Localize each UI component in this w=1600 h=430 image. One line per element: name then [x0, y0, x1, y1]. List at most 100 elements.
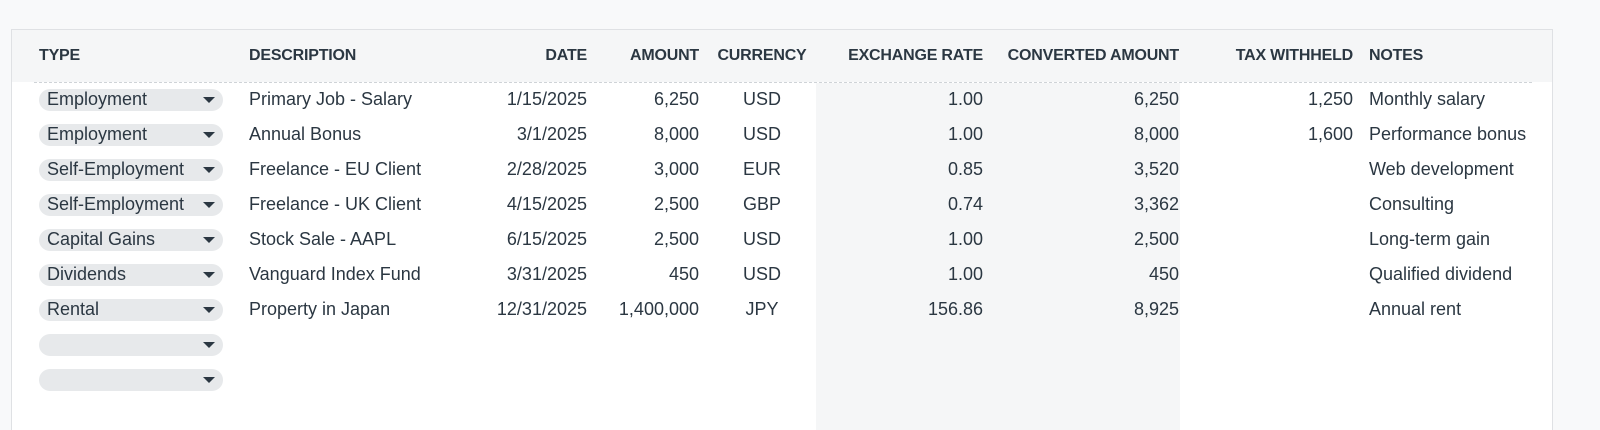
converted-amount-cell[interactable]: [991, 362, 1187, 397]
notes-cell[interactable]: Consulting: [1369, 194, 1455, 214]
tax-withheld-cell[interactable]: [1187, 327, 1361, 362]
currency-cell[interactable]: USD: [742, 124, 781, 144]
type-cell[interactable]: [31, 327, 241, 362]
type-cell[interactable]: Capital Gains: [31, 222, 241, 257]
tax-withheld-cell[interactable]: [1187, 187, 1361, 222]
date-cell[interactable]: 3/1/2025: [516, 124, 587, 144]
chevron-down-icon[interactable]: [203, 306, 215, 313]
date-cell[interactable]: 4/15/2025: [506, 194, 587, 214]
type-dropdown[interactable]: Rental: [39, 298, 223, 321]
converted-amount-cell[interactable]: 8,925: [1133, 299, 1179, 319]
description-cell[interactable]: [241, 327, 461, 362]
description-cell[interactable]: Property in Japan: [249, 299, 391, 319]
amount-cell[interactable]: [595, 362, 707, 397]
tax-withheld-cell[interactable]: 1,600: [1307, 124, 1353, 144]
converted-amount-cell[interactable]: [991, 327, 1187, 362]
description-cell[interactable]: Freelance - UK Client: [249, 194, 422, 214]
type-dropdown[interactable]: Employment: [39, 88, 223, 111]
type-cell[interactable]: Rental: [31, 292, 241, 327]
amount-cell[interactable]: [595, 327, 707, 362]
converted-amount-cell[interactable]: 6,250: [1133, 89, 1179, 109]
description-cell[interactable]: Primary Job - Salary: [249, 89, 413, 109]
currency-cell[interactable]: USD: [742, 264, 781, 284]
tax-withheld-cell[interactable]: [1187, 152, 1361, 187]
currency-cell[interactable]: USD: [742, 229, 781, 249]
chevron-down-icon[interactable]: [203, 236, 215, 243]
converted-amount-cell[interactable]: 2,500: [1133, 229, 1179, 249]
description-cell[interactable]: Freelance - EU Client: [249, 159, 422, 179]
date-cell[interactable]: [461, 362, 595, 397]
converted-amount-cell[interactable]: 3,520: [1133, 159, 1179, 179]
exchange-rate-cell[interactable]: [817, 327, 991, 362]
currency-cell[interactable]: [707, 362, 817, 397]
date-cell[interactable]: [461, 327, 595, 362]
type-dropdown[interactable]: [39, 368, 223, 391]
date-cell[interactable]: 1/15/2025: [506, 89, 587, 109]
type-value: Rental: [47, 299, 100, 319]
type-dropdown[interactable]: Dividends: [39, 263, 223, 286]
amount-cell[interactable]: 2,500: [653, 229, 699, 249]
notes-cell[interactable]: [1361, 362, 1551, 397]
type-dropdown[interactable]: [39, 333, 223, 356]
currency-cell[interactable]: GBP: [742, 194, 781, 214]
exchange-rate-cell[interactable]: 1.00: [947, 124, 983, 144]
description-cell[interactable]: Annual Bonus: [249, 124, 362, 144]
amount-cell[interactable]: 450: [668, 264, 699, 284]
amount-cell[interactable]: 1,400,000: [618, 299, 699, 319]
notes-cell[interactable]: Monthly salary: [1369, 89, 1486, 109]
date-cell[interactable]: 2/28/2025: [506, 159, 587, 179]
exchange-rate-cell[interactable]: 1.00: [947, 229, 983, 249]
chevron-down-icon[interactable]: [203, 271, 215, 278]
type-cell[interactable]: Employment: [31, 82, 241, 117]
exchange-rate-cell[interactable]: 1.00: [947, 264, 983, 284]
notes-cell[interactable]: Performance bonus: [1369, 124, 1527, 144]
chevron-down-icon[interactable]: [203, 201, 215, 208]
chevron-down-icon[interactable]: [203, 166, 215, 173]
tax-withheld-cell[interactable]: [1187, 257, 1361, 292]
amount-cell[interactable]: 2,500: [653, 194, 699, 214]
notes-cell[interactable]: Long-term gain: [1369, 229, 1491, 249]
type-dropdown[interactable]: Capital Gains: [39, 228, 223, 251]
description-cell[interactable]: Vanguard Index Fund: [249, 264, 421, 284]
exchange-rate-cell[interactable]: 1.00: [947, 89, 983, 109]
amount-cell[interactable]: 3,000: [653, 159, 699, 179]
notes-cell[interactable]: Web development: [1369, 159, 1514, 179]
chevron-down-icon[interactable]: [203, 131, 215, 138]
type-dropdown[interactable]: Self-Employment: [39, 158, 223, 181]
type-cell[interactable]: [31, 362, 241, 397]
chevron-down-icon[interactable]: [203, 376, 215, 383]
type-cell[interactable]: Employment: [31, 117, 241, 152]
currency-cell[interactable]: JPY: [745, 299, 779, 319]
tax-withheld-cell[interactable]: 1,250: [1307, 89, 1353, 109]
currency-cell[interactable]: USD: [742, 89, 781, 109]
amount-cell[interactable]: 6,250: [653, 89, 699, 109]
chevron-down-icon[interactable]: [203, 341, 215, 348]
date-cell[interactable]: 6/15/2025: [506, 229, 587, 249]
type-cell[interactable]: Self-Employment: [31, 152, 241, 187]
amount-cell[interactable]: 8,000: [653, 124, 699, 144]
tax-withheld-cell[interactable]: [1187, 362, 1361, 397]
notes-cell[interactable]: Qualified dividend: [1369, 264, 1513, 284]
exchange-rate-cell[interactable]: [817, 362, 991, 397]
date-cell[interactable]: 3/31/2025: [506, 264, 587, 284]
converted-amount-cell[interactable]: 450: [1148, 264, 1179, 284]
type-cell[interactable]: Self-Employment: [31, 187, 241, 222]
converted-amount-cell[interactable]: 8,000: [1133, 124, 1179, 144]
exchange-rate-cell[interactable]: 0.85: [947, 159, 983, 179]
converted-amount-cell[interactable]: 3,362: [1133, 194, 1179, 214]
date-cell[interactable]: 12/31/2025: [496, 299, 587, 319]
exchange-rate-cell[interactable]: 156.86: [927, 299, 983, 319]
tax-withheld-cell[interactable]: [1187, 292, 1361, 327]
type-dropdown[interactable]: Self-Employment: [39, 193, 223, 216]
chevron-down-icon[interactable]: [203, 96, 215, 103]
notes-cell[interactable]: Annual rent: [1369, 299, 1462, 319]
tax-withheld-cell[interactable]: [1187, 222, 1361, 257]
description-cell[interactable]: [241, 362, 461, 397]
currency-cell[interactable]: [707, 327, 817, 362]
description-cell[interactable]: Stock Sale - AAPL: [249, 229, 397, 249]
type-cell[interactable]: Dividends: [31, 257, 241, 292]
notes-cell[interactable]: [1361, 327, 1551, 362]
type-dropdown[interactable]: Employment: [39, 123, 223, 146]
exchange-rate-cell[interactable]: 0.74: [947, 194, 983, 214]
currency-cell[interactable]: EUR: [742, 159, 781, 179]
